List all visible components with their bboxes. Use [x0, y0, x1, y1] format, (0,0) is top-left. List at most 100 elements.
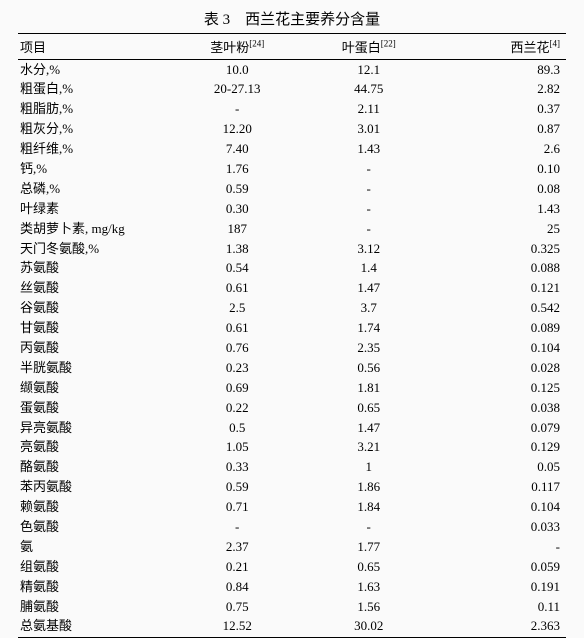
cell-value: 1.47 [303, 279, 435, 299]
cell-value: 1.43 [303, 140, 435, 160]
cell-value: 0.125 [434, 378, 566, 398]
cell-value: 1.43 [434, 199, 566, 219]
row-name: 缬氨酸 [18, 378, 171, 398]
cell-value: 1 [303, 458, 435, 478]
row-name: 半胱氨酸 [18, 358, 171, 378]
cell-value: 0.129 [434, 438, 566, 458]
row-name: 粗脂肪,% [18, 100, 171, 120]
table-row: 组氨酸0.210.650.059 [18, 557, 566, 577]
row-name: 总磷,% [18, 179, 171, 199]
row-name: 谷氨酸 [18, 299, 171, 319]
table-row: 异亮氨酸0.51.470.079 [18, 418, 566, 438]
cell-value: 0.104 [434, 498, 566, 518]
cell-value: 1.47 [303, 418, 435, 438]
table-row: 缬氨酸0.691.810.125 [18, 378, 566, 398]
cell-value: - [303, 159, 435, 179]
table-row: 色氨酸--0.033 [18, 517, 566, 537]
table-row: 粗纤维,%7.401.432.6 [18, 140, 566, 160]
cell-value: 0.028 [434, 358, 566, 378]
cell-value: - [303, 179, 435, 199]
cell-value: 44.75 [303, 80, 435, 100]
row-name: 苯丙氨酸 [18, 478, 171, 498]
cell-value: 0.22 [171, 398, 303, 418]
cell-value: 30.02 [303, 617, 435, 637]
row-name: 天门冬氨酸,% [18, 239, 171, 259]
cell-value: 0.104 [434, 338, 566, 358]
cell-value: 0.61 [171, 319, 303, 339]
cell-value: 1.74 [303, 319, 435, 339]
cell-value: 1.77 [303, 537, 435, 557]
table-row: 氨2.371.77- [18, 537, 566, 557]
table-row: 赖氨酸0.711.840.104 [18, 498, 566, 518]
cell-value: 1.81 [303, 378, 435, 398]
row-name: 类胡萝卜素, mg/kg [18, 219, 171, 239]
table-row: 蛋氨酸0.220.650.038 [18, 398, 566, 418]
table-row: 粗脂肪,%-2.110.37 [18, 100, 566, 120]
cell-value: 0.121 [434, 279, 566, 299]
table-row: 粗蛋白,%20-27.1344.752.82 [18, 80, 566, 100]
row-name: 丙氨酸 [18, 338, 171, 358]
row-name: 脯氨酸 [18, 597, 171, 617]
cell-value: 12.20 [171, 120, 303, 140]
cell-value: 1.76 [171, 159, 303, 179]
cell-value: 0.30 [171, 199, 303, 219]
cell-value: - [171, 100, 303, 120]
row-name: 甘氨酸 [18, 319, 171, 339]
table-row: 总磷,%0.59-0.08 [18, 179, 566, 199]
table-row: 钙,%1.76-0.10 [18, 159, 566, 179]
cell-value: - [171, 517, 303, 537]
row-name: 粗蛋白,% [18, 80, 171, 100]
table-row: 天门冬氨酸,%1.383.120.325 [18, 239, 566, 259]
cell-value: 0.10 [434, 159, 566, 179]
cell-value: 25 [434, 219, 566, 239]
cell-value: 3.21 [303, 438, 435, 458]
cell-value: - [434, 537, 566, 557]
table-row: 总氨基酸12.5230.022.363 [18, 617, 566, 637]
cell-value: 0.325 [434, 239, 566, 259]
table-row: 丝氨酸0.611.470.121 [18, 279, 566, 299]
row-name: 总氨基酸 [18, 617, 171, 637]
table-row: 苯丙氨酸0.591.860.117 [18, 478, 566, 498]
cell-value: 0.65 [303, 398, 435, 418]
cell-value: 2.82 [434, 80, 566, 100]
cell-value: 12.52 [171, 617, 303, 637]
cell-value: 0.08 [434, 179, 566, 199]
cell-value: 1.38 [171, 239, 303, 259]
cell-value: 1.63 [303, 577, 435, 597]
cell-value: 2.37 [171, 537, 303, 557]
cell-value: 0.088 [434, 259, 566, 279]
cell-value: 0.11 [434, 597, 566, 617]
row-name: 蛋氨酸 [18, 398, 171, 418]
cell-value: 0.21 [171, 557, 303, 577]
table-row: 精氨酸0.841.630.191 [18, 577, 566, 597]
table-row: 谷氨酸2.53.70.542 [18, 299, 566, 319]
cell-value: 3.12 [303, 239, 435, 259]
row-name: 丝氨酸 [18, 279, 171, 299]
cell-value: 0.71 [171, 498, 303, 518]
table-row: 苏氨酸0.541.40.088 [18, 259, 566, 279]
row-name: 异亮氨酸 [18, 418, 171, 438]
cell-value: 0.117 [434, 478, 566, 498]
table-row: 粗灰分,%12.203.010.87 [18, 120, 566, 140]
cell-value: 2.11 [303, 100, 435, 120]
cell-value: 1.56 [303, 597, 435, 617]
cell-value: 0.542 [434, 299, 566, 319]
row-name: 亮氨酸 [18, 438, 171, 458]
cell-value: 0.69 [171, 378, 303, 398]
row-name: 色氨酸 [18, 517, 171, 537]
cell-value: 0.191 [434, 577, 566, 597]
cell-value: 89.3 [434, 60, 566, 80]
row-name: 氨 [18, 537, 171, 557]
row-name: 精氨酸 [18, 577, 171, 597]
table-row: 甘氨酸0.611.740.089 [18, 319, 566, 339]
table-row: 类胡萝卜素, mg/kg187-25 [18, 219, 566, 239]
table-row: 丙氨酸0.762.350.104 [18, 338, 566, 358]
cell-value: 2.5 [171, 299, 303, 319]
cell-value: 0.033 [434, 517, 566, 537]
cell-value: 0.75 [171, 597, 303, 617]
row-name: 粗灰分,% [18, 120, 171, 140]
cell-value: 3.7 [303, 299, 435, 319]
cell-value: 2.35 [303, 338, 435, 358]
cell-value: 0.54 [171, 259, 303, 279]
table-row: 叶绿素0.30-1.43 [18, 199, 566, 219]
